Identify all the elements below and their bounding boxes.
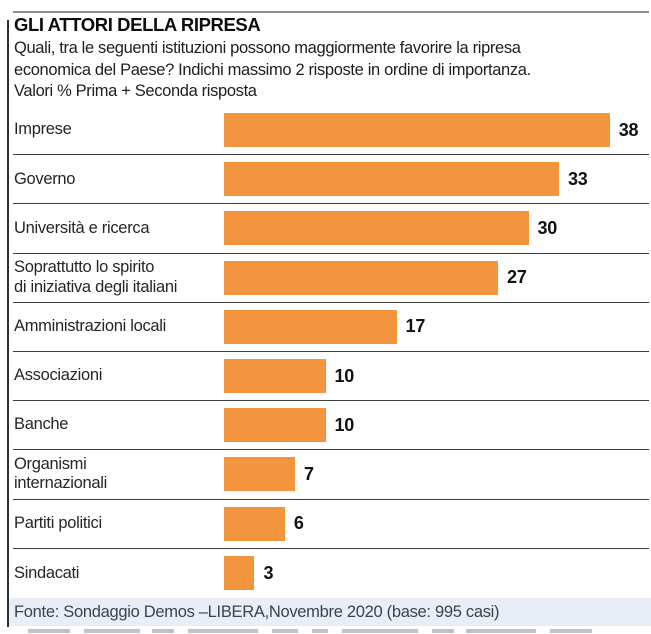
chart-header: GLI ATTORI DELLA RIPRESA Quali, tra le s… <box>14 14 645 103</box>
bar <box>224 113 610 148</box>
bar-value: 27 <box>507 267 527 288</box>
bar <box>224 309 397 344</box>
bar-value: 30 <box>537 217 558 238</box>
bar-label: Amministrazioni locali <box>14 317 167 336</box>
bar-value: 3 <box>263 562 274 583</box>
bar-label: Banche <box>14 415 69 434</box>
bar-row: Imprese 38 <box>13 106 649 156</box>
bar-row: Sindacati 3 <box>13 549 649 598</box>
bar-label: Partiti politici <box>14 513 102 532</box>
bar-value: 7 <box>304 463 314 484</box>
bar-row: Soprattutto lo spirito di iniziativa deg… <box>13 254 649 303</box>
bar <box>224 162 559 197</box>
bar-value: 10 <box>334 414 355 435</box>
bar-row: Partiti politici 6 <box>13 500 649 549</box>
bar <box>224 260 499 295</box>
source-text: Fonte: Sondaggio Demos –LIBERA,Novembre … <box>14 602 500 621</box>
left-rule <box>7 20 9 627</box>
bar <box>224 556 255 591</box>
bar-row: Amministrazioni locali 17 <box>13 303 649 352</box>
bar-row: Governo 33 <box>13 155 649 205</box>
bar <box>224 211 529 246</box>
bar-value: 17 <box>405 316 426 337</box>
bar <box>224 408 326 443</box>
bar-value: 33 <box>567 168 588 189</box>
bar-label: Organismi internazionali <box>14 454 108 493</box>
bar-row: Università e ricerca 30 <box>13 204 649 254</box>
bar <box>224 359 326 394</box>
bar-value: 10 <box>334 365 355 386</box>
bar-chart: Imprese 38 Governo 33 Università e ricer… <box>13 106 649 598</box>
bar-label: Imprese <box>14 120 72 139</box>
bar-row: Organismi internazionali 7 <box>13 450 649 500</box>
source-footer: Fonte: Sondaggio Demos –LIBERA,Novembre … <box>9 598 651 626</box>
top-rule <box>13 11 649 13</box>
bar-value: 38 <box>618 119 639 140</box>
cropped-content-fragment <box>0 628 651 634</box>
bar <box>224 506 285 541</box>
bar-label: Governo <box>14 169 76 188</box>
chart-subtitle: Quali, tra le seguenti istituzioni posso… <box>14 39 531 100</box>
bar-label: Università e ricerca <box>14 218 150 237</box>
bar-label: Sindacati <box>14 563 80 582</box>
bar-label: Associazioni <box>14 366 103 385</box>
bar-label: Soprattutto lo spirito di iniziativa deg… <box>14 258 178 296</box>
bar-row: Banche 10 <box>13 401 649 451</box>
bar <box>224 457 296 492</box>
page-title: GLI ATTORI DELLA RIPRESA <box>14 14 261 35</box>
bar-row: Associazioni 10 <box>13 352 649 402</box>
bar-value: 6 <box>293 513 304 534</box>
